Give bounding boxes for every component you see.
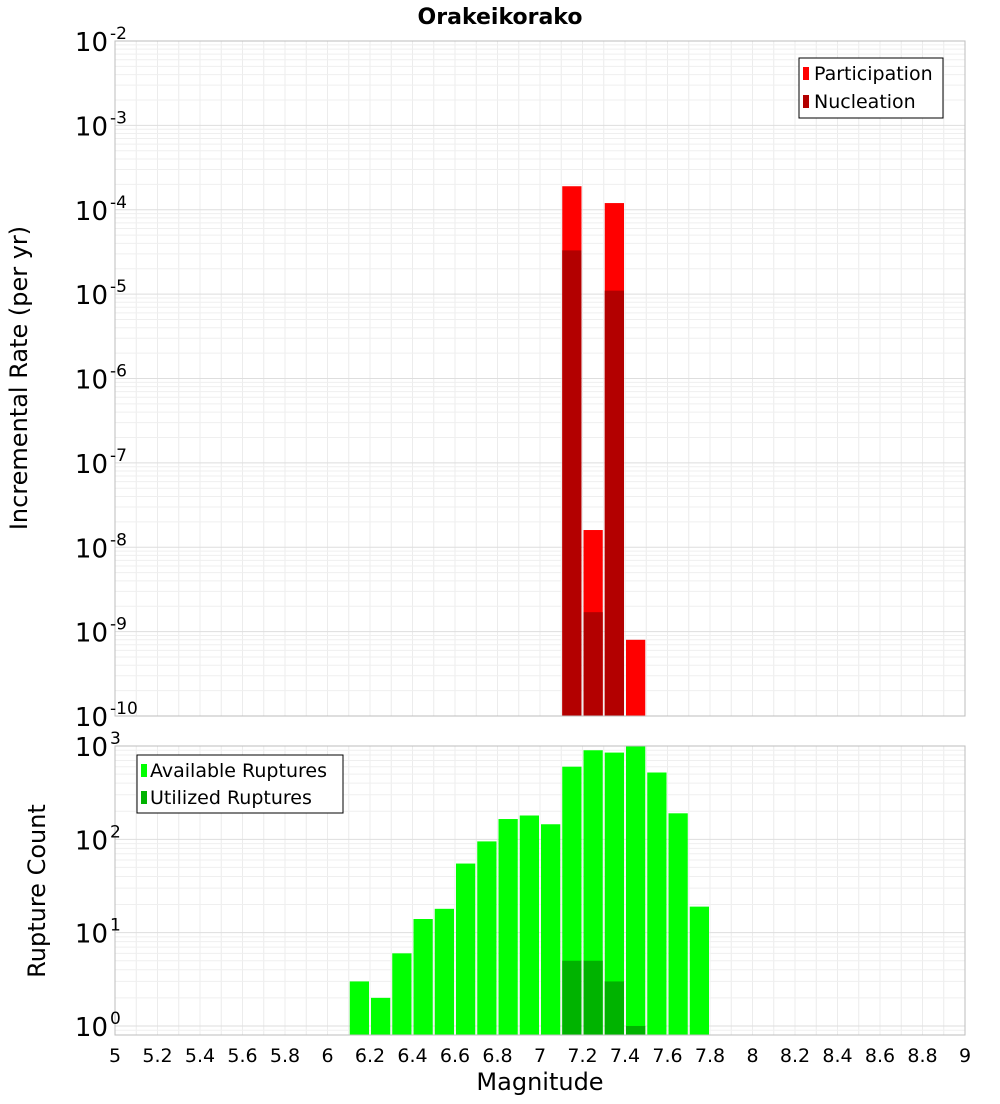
y-tick-label: 10 bbox=[75, 366, 108, 396]
x-tick-label: 6.8 bbox=[482, 1045, 512, 1067]
y-tick-exponent: 3 bbox=[110, 729, 121, 749]
x-tick-label: 6 bbox=[321, 1045, 333, 1067]
x-tick-label: 7.4 bbox=[610, 1045, 640, 1067]
y-tick-exponent: 1 bbox=[110, 916, 121, 936]
nucleation-legend-swatch bbox=[803, 95, 809, 108]
y-tick-label: 10 bbox=[75, 281, 108, 311]
x-tick-label: 6.2 bbox=[355, 1045, 385, 1067]
count-bars bbox=[349, 746, 709, 1035]
y-tick-label: 10 bbox=[75, 826, 108, 856]
available-ruptures-bar bbox=[434, 908, 454, 1035]
participation-legend-swatch bbox=[803, 67, 809, 80]
nucleation-bar bbox=[583, 612, 603, 716]
x-tick-label: 7.2 bbox=[567, 1045, 597, 1067]
x-ticks: 5 5.2 5.4 5.6 5.8 6 6.2 6.4 6.6 6.8 7 7.2 7.4 7.6 7.8 8… bbox=[109, 1045, 971, 1067]
x-tick-label: 5.8 bbox=[270, 1045, 300, 1067]
y-tick-label: 10 bbox=[75, 920, 108, 950]
y-tick-exponent: -4 bbox=[110, 193, 127, 213]
y-tick-exponent: -7 bbox=[110, 446, 127, 466]
rate-plot-frame bbox=[114, 40, 966, 717]
y-tick-label: 10 bbox=[75, 534, 108, 564]
y-tick-label: 10 bbox=[75, 733, 108, 763]
x-tick-label: 6.4 bbox=[397, 1045, 427, 1067]
x-axis-label: Magnitude bbox=[476, 1068, 603, 1096]
x-tick-label: 8 bbox=[746, 1045, 758, 1067]
x-tick-label: 8.6 bbox=[865, 1045, 895, 1067]
available-ruptures-bar bbox=[498, 819, 518, 1035]
x-tick-label: 8.4 bbox=[822, 1045, 852, 1067]
x-tick-label: 5.6 bbox=[227, 1045, 257, 1067]
available-ruptures-bar bbox=[477, 841, 497, 1035]
nucleation-bar bbox=[562, 250, 582, 717]
y-tick-exponent: -2 bbox=[110, 24, 127, 44]
count-legend: Available Ruptures Utilized Ruptures bbox=[136, 754, 344, 814]
count-plot-frame bbox=[114, 745, 966, 1036]
y-tick-label: 10 bbox=[75, 197, 108, 227]
count-y-axis-label: Rupture Count bbox=[23, 804, 51, 978]
participation-bar bbox=[626, 639, 646, 716]
available-ruptures-bar bbox=[456, 863, 476, 1035]
y-tick-exponent: -8 bbox=[110, 530, 127, 550]
count-legend-box bbox=[136, 754, 344, 814]
rate-legend-box bbox=[798, 57, 944, 119]
x-tick-label: 8.8 bbox=[907, 1045, 937, 1067]
x-tick-label: 5 bbox=[109, 1045, 121, 1067]
available-ruptures-bar bbox=[349, 981, 369, 1035]
x-tick-label: 7 bbox=[534, 1045, 546, 1067]
rate-bars bbox=[562, 186, 646, 717]
y-tick-exponent: 2 bbox=[110, 822, 121, 842]
utilized-ruptures-bar bbox=[626, 1025, 646, 1035]
y-tick-exponent: -3 bbox=[110, 108, 127, 128]
nucleation-bar bbox=[604, 290, 624, 716]
utilized-legend-label: Utilized Ruptures bbox=[150, 787, 312, 809]
x-tick-label: 8.2 bbox=[780, 1045, 810, 1067]
y-tick-exponent: 0 bbox=[110, 1009, 121, 1029]
x-tick-label: 7.6 bbox=[652, 1045, 682, 1067]
y-tick-label: 10 bbox=[75, 112, 108, 142]
x-tick-label: 6.6 bbox=[440, 1045, 470, 1067]
available-ruptures-bar bbox=[668, 813, 688, 1035]
y-tick-exponent: -5 bbox=[110, 277, 127, 297]
x-tick-label: 5.4 bbox=[185, 1045, 215, 1067]
x-tick-label: 5.2 bbox=[142, 1045, 172, 1067]
available-ruptures-bar bbox=[413, 919, 433, 1035]
y-tick-label: 10 bbox=[75, 450, 108, 480]
y-tick-label: 10 bbox=[75, 703, 108, 733]
available-legend-swatch bbox=[141, 764, 147, 777]
utilized-legend-swatch bbox=[141, 791, 147, 804]
rate-grid bbox=[114, 41, 966, 717]
available-ruptures-bar bbox=[519, 815, 539, 1035]
utilized-ruptures-bar bbox=[604, 981, 624, 1035]
rate-legend: Participation Nucleation bbox=[798, 57, 944, 119]
available-ruptures-bar bbox=[647, 772, 667, 1035]
rate-y-axis-label: Incremental Rate (per yr) bbox=[5, 226, 33, 530]
available-ruptures-bar bbox=[604, 752, 624, 1035]
x-tick-label: 9 bbox=[959, 1045, 971, 1067]
utilized-ruptures-bar bbox=[583, 960, 603, 1035]
available-ruptures-bar bbox=[626, 746, 646, 1035]
y-tick-label: 10 bbox=[75, 619, 108, 649]
y-tick-exponent: -10 bbox=[110, 699, 138, 719]
y-tick-exponent: -9 bbox=[110, 615, 127, 635]
y-tick-label: 10 bbox=[75, 28, 108, 58]
available-ruptures-bar bbox=[689, 906, 709, 1035]
y-tick-exponent: -6 bbox=[110, 362, 127, 382]
utilized-ruptures-bar bbox=[562, 960, 582, 1035]
available-legend-label: Available Ruptures bbox=[150, 760, 327, 782]
participation-legend-label: Participation bbox=[814, 63, 933, 85]
chart-title: Orakeikorako bbox=[418, 5, 583, 30]
y-tick-label: 10 bbox=[75, 1013, 108, 1043]
available-ruptures-bar bbox=[392, 953, 412, 1035]
available-ruptures-bar bbox=[371, 997, 391, 1035]
x-tick-label: 7.8 bbox=[695, 1045, 725, 1067]
nucleation-legend-label: Nucleation bbox=[814, 91, 916, 113]
available-ruptures-bar bbox=[541, 824, 561, 1035]
